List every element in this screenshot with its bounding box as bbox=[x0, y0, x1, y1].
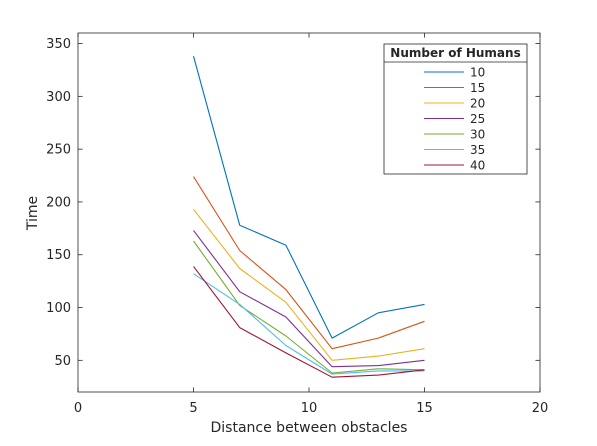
y-tick-label: 50 bbox=[54, 354, 71, 369]
series-line-25 bbox=[193, 230, 425, 368]
legend-label-35: 35 bbox=[470, 143, 485, 157]
x-tick-label: 20 bbox=[532, 401, 549, 416]
y-tick-label: 150 bbox=[46, 248, 71, 263]
y-tick-label: 200 bbox=[46, 195, 71, 210]
x-tick-label: 15 bbox=[416, 401, 433, 416]
x-tick-label: 5 bbox=[189, 401, 197, 416]
legend-label-40: 40 bbox=[470, 159, 485, 173]
legend-label-20: 20 bbox=[470, 97, 485, 111]
series-line-20 bbox=[193, 208, 425, 361]
legend-label-10: 10 bbox=[470, 66, 485, 80]
legend-label-25: 25 bbox=[470, 112, 485, 126]
x-tick-label: 10 bbox=[301, 401, 318, 416]
y-axis-title: Time bbox=[25, 196, 41, 231]
series-line-40 bbox=[193, 266, 425, 378]
series-line-30 bbox=[193, 240, 425, 374]
legend-title: Number of Humans bbox=[390, 46, 520, 60]
legend-label-30: 30 bbox=[470, 128, 485, 142]
y-tick-label: 350 bbox=[46, 37, 71, 52]
series-line-15 bbox=[193, 176, 425, 350]
series-layer bbox=[192, 56, 425, 378]
x-tick-label: 0 bbox=[74, 401, 82, 416]
y-tick-label: 250 bbox=[46, 143, 71, 158]
series-line-10 bbox=[192, 56, 425, 339]
y-tick-label: 100 bbox=[46, 301, 71, 316]
legend-label-15: 15 bbox=[470, 81, 485, 95]
x-axis-title: Distance between obstacles bbox=[211, 420, 408, 436]
legend-box bbox=[383, 43, 528, 175]
y-tick-label: 300 bbox=[46, 90, 71, 105]
series-line-35 bbox=[193, 273, 425, 375]
